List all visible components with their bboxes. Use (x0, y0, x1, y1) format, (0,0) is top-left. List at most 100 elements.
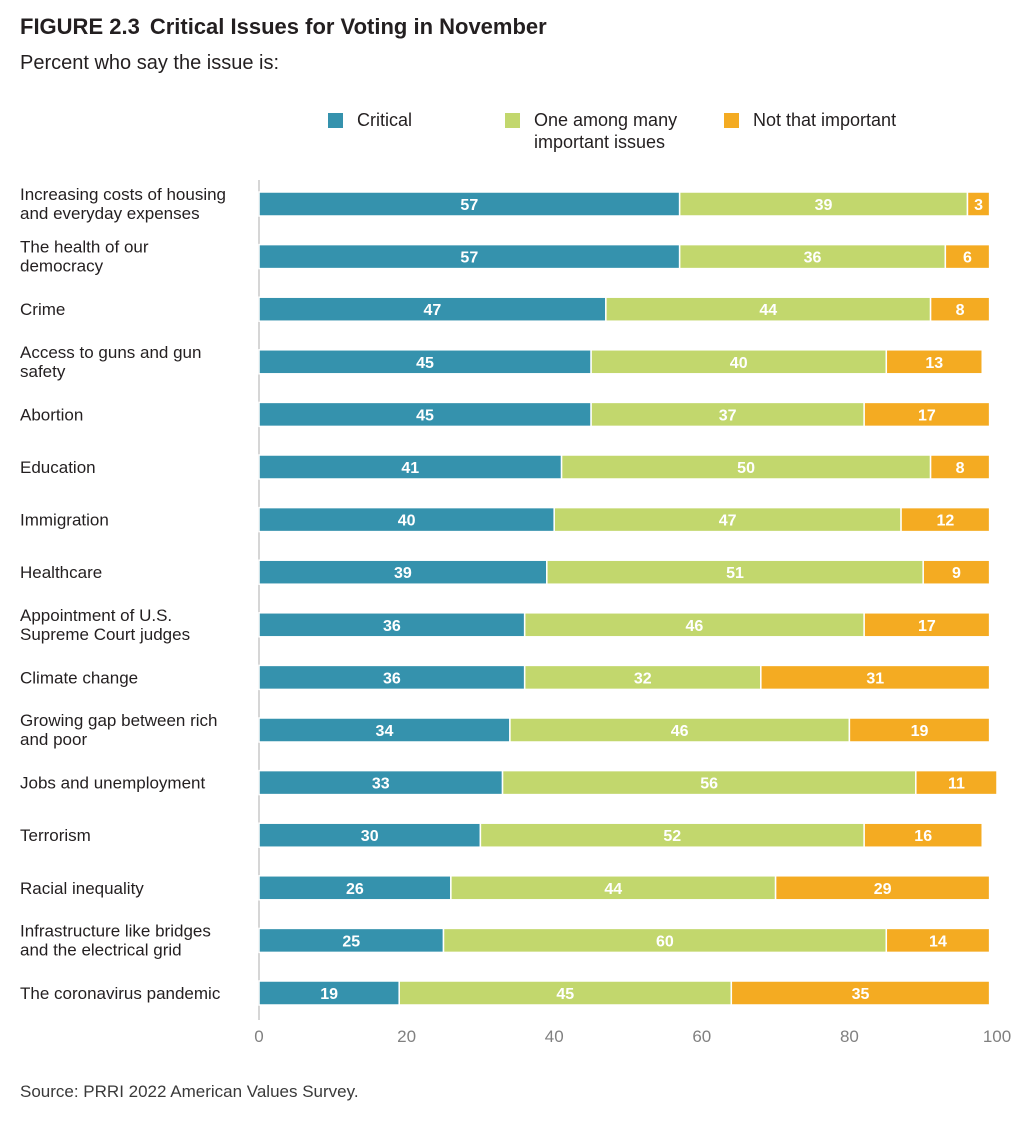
bar-segment-one-among-many (553, 506, 902, 533)
category-label-line: The health of our (20, 238, 149, 257)
bar-segment-one-among-many (523, 612, 865, 638)
chart-legend: Critical One among many important issues No… (0, 109, 1033, 169)
category-label-line: and the electrical grid (20, 940, 182, 959)
bar-segment-not-important (863, 612, 991, 638)
data-label: 46 (671, 723, 689, 740)
x-tick-label: 100 (983, 1027, 1011, 1046)
data-label: 39 (394, 565, 412, 582)
legend-swatch (724, 113, 739, 128)
x-tick-label: 80 (840, 1027, 859, 1046)
category-label-line: Growing gap between rich (20, 711, 218, 730)
data-label: 35 (852, 986, 870, 1003)
data-label: 12 (936, 513, 954, 530)
category-label: The health of our democracy (20, 238, 149, 276)
category-label: Racial inequality (20, 879, 144, 898)
bar-segment-critical (258, 822, 482, 848)
category-label: Crime (20, 300, 65, 319)
data-label: 57 (460, 197, 478, 214)
category-label: Jobs and unemployment (20, 774, 206, 793)
bar-segment-not-important (774, 875, 991, 901)
data-label: 45 (556, 986, 574, 1003)
category-label: Access to guns and gun safety (20, 343, 201, 381)
figure-number: FIGURE 2.3 (20, 14, 140, 39)
data-label: 34 (376, 723, 394, 740)
data-label: 26 (346, 881, 364, 898)
bar-segment-one-among-many (590, 349, 888, 375)
bar-segment-one-among-many (479, 822, 865, 848)
data-label: 37 (719, 407, 737, 424)
bar-segment-one-among-many (546, 559, 924, 585)
bar-segment-not-important (929, 296, 991, 322)
category-label-line: safety (20, 362, 66, 381)
category-label-line: Appointment of U.S. (20, 606, 172, 625)
bar-segment-not-important (730, 980, 991, 1006)
bar-segment-not-important (922, 559, 991, 585)
category-label: Terrorism (20, 826, 91, 845)
data-label: 32 (634, 670, 652, 687)
data-label: 19 (911, 723, 929, 740)
bar-segment-critical (258, 243, 681, 270)
category-label: Infrastructure like bridges and the elect… (20, 921, 211, 959)
bar-segment-not-important (848, 717, 991, 743)
data-label: 33 (372, 776, 390, 793)
data-label: 6 (963, 250, 972, 267)
data-label: 8 (956, 302, 965, 319)
data-label: 45 (416, 407, 434, 424)
x-tick-label: 20 (397, 1027, 416, 1046)
bar-segment-one-among-many (678, 243, 947, 270)
figure-subtitle: Percent who say the issue is: (20, 52, 280, 74)
data-label: 44 (604, 881, 622, 898)
data-label: 50 (737, 460, 755, 477)
bar-segment-not-important (929, 454, 991, 480)
legend-label: One among many important issues (534, 110, 678, 152)
legend-label: Critical (357, 110, 413, 130)
category-label-line: Infrastructure like bridges (20, 921, 211, 940)
bar-segment-critical (258, 296, 607, 322)
bar-segment-critical (258, 980, 400, 1006)
figure-title: FIGURE 2.3 Critical Issues for Voting in … (20, 14, 547, 40)
data-label: 56 (700, 776, 718, 793)
bar-segment-not-important (863, 401, 991, 428)
data-label: 44 (759, 302, 777, 319)
data-label: 25 (342, 933, 360, 950)
data-label: 16 (914, 828, 932, 845)
data-label: 29 (874, 881, 892, 898)
category-label-line: Increasing costs of housing (20, 185, 226, 204)
data-label: 30 (361, 828, 379, 845)
category-label: Education (20, 458, 96, 477)
bar-segment-not-important (760, 664, 991, 691)
stacked-bar-chart: Increasing costs of housing and everyday … (20, 180, 1011, 1046)
bar-segment-not-important (944, 243, 991, 270)
category-label: Increasing costs of housing and everyday … (20, 185, 226, 223)
bar-segment-not-important (915, 769, 998, 796)
bar-segment-critical (258, 875, 452, 901)
category-label: Appointment of U.S. Supreme Court judges (20, 606, 190, 644)
data-label: 41 (401, 460, 419, 477)
category-label-line: Supreme Court judges (20, 625, 190, 644)
bar-segment-critical (258, 191, 681, 217)
source-note: Source: PRRI 2022 American Values Survey… (20, 1082, 359, 1101)
bar-segment-critical (258, 664, 526, 691)
bar-segment-one-among-many (605, 296, 932, 322)
bar-segment-not-important (966, 191, 991, 217)
data-label: 19 (320, 986, 338, 1003)
bar-segment-not-important (900, 506, 991, 533)
data-label: 31 (866, 670, 884, 687)
data-label: 46 (686, 618, 704, 635)
data-label: 17 (918, 618, 936, 635)
data-label: 14 (929, 933, 947, 950)
figure-title-text: Critical Issues for Voting in November (149, 14, 547, 39)
data-label: 9 (952, 565, 961, 582)
data-label: 51 (726, 565, 744, 582)
data-label: 3 (974, 197, 983, 214)
data-label: 36 (383, 618, 401, 635)
category-label-line: Access to guns and gun (20, 343, 201, 362)
data-label: 60 (656, 933, 674, 950)
data-label: 17 (918, 407, 936, 424)
x-tick-label: 40 (545, 1027, 564, 1046)
category-label: Abortion (20, 405, 83, 424)
bar-segment-one-among-many (523, 664, 762, 691)
bar-segment-critical (258, 349, 592, 375)
data-label: 11 (948, 776, 965, 793)
data-label: 47 (719, 513, 737, 530)
